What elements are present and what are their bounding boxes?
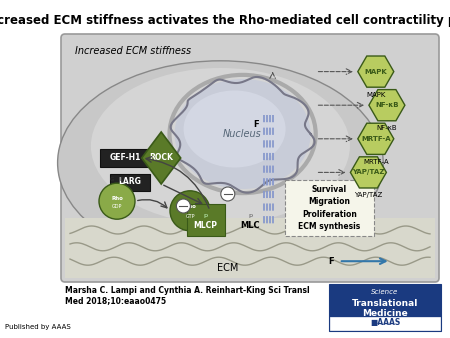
- Text: ECM: ECM: [217, 263, 239, 273]
- Text: G: G: [110, 177, 114, 182]
- Ellipse shape: [58, 61, 383, 265]
- Text: Fig. 2 Increased ECM stiffness activates the Rho-mediated cell contractility pat: Fig. 2 Increased ECM stiffness activates…: [0, 14, 450, 27]
- Text: YAP/TAZ: YAP/TAZ: [352, 169, 385, 175]
- Circle shape: [221, 187, 235, 201]
- Polygon shape: [351, 157, 387, 188]
- Text: MLC: MLC: [240, 221, 260, 230]
- Text: MLCP: MLCP: [194, 221, 218, 230]
- Text: ROCK: ROCK: [149, 153, 173, 163]
- Text: Medicine: Medicine: [362, 309, 408, 318]
- Text: F: F: [328, 257, 334, 266]
- FancyBboxPatch shape: [61, 34, 439, 282]
- Text: GTP: GTP: [185, 214, 195, 219]
- Text: p: p: [248, 213, 252, 218]
- Text: GEF-H1: GEF-H1: [109, 153, 141, 163]
- Text: YAP/TAZ: YAP/TAZ: [354, 192, 382, 198]
- Text: Science: Science: [371, 289, 399, 295]
- Text: LARG: LARG: [118, 177, 141, 187]
- Text: Published by AAAS: Published by AAAS: [5, 324, 71, 330]
- Text: GDP: GDP: [112, 204, 122, 209]
- Text: MAPK: MAPK: [364, 69, 387, 75]
- Text: NF-κB: NF-κB: [377, 125, 397, 131]
- Circle shape: [176, 199, 190, 213]
- Circle shape: [170, 191, 210, 231]
- Circle shape: [99, 183, 135, 219]
- Ellipse shape: [184, 91, 286, 168]
- Text: Marsha C. Lampi and Cynthia A. Reinhart-King Sci Transl: Marsha C. Lampi and Cynthia A. Reinhart-…: [65, 286, 310, 295]
- Text: MAPK: MAPK: [366, 92, 386, 98]
- Text: p: p: [203, 213, 207, 218]
- Text: MRTF-A: MRTF-A: [361, 136, 391, 142]
- Text: F: F: [254, 120, 259, 129]
- Text: MRTF-A: MRTF-A: [363, 159, 389, 165]
- FancyBboxPatch shape: [329, 284, 441, 331]
- Polygon shape: [369, 90, 405, 121]
- Polygon shape: [142, 132, 181, 184]
- FancyBboxPatch shape: [285, 180, 374, 236]
- Text: NF-κB: NF-κB: [375, 102, 399, 108]
- Text: Nucleus: Nucleus: [223, 129, 262, 139]
- Ellipse shape: [175, 79, 310, 189]
- Text: Increased ECM stiffness: Increased ECM stiffness: [75, 46, 191, 56]
- Text: Survival
Migration
Proliferation
ECM synthesis: Survival Migration Proliferation ECM syn…: [298, 185, 360, 231]
- FancyBboxPatch shape: [110, 173, 150, 191]
- Polygon shape: [358, 56, 394, 87]
- Text: Rho: Rho: [184, 204, 196, 209]
- Text: ■AAAS: ■AAAS: [370, 318, 400, 328]
- FancyBboxPatch shape: [187, 204, 225, 236]
- Text: Med 2018;10:eaao0475: Med 2018;10:eaao0475: [65, 296, 166, 305]
- FancyBboxPatch shape: [65, 218, 435, 278]
- FancyBboxPatch shape: [100, 149, 150, 167]
- Ellipse shape: [91, 68, 350, 224]
- Polygon shape: [358, 123, 394, 154]
- Text: Translational: Translational: [352, 299, 418, 308]
- Text: D: D: [120, 177, 124, 182]
- Text: Rho: Rho: [111, 196, 123, 201]
- FancyBboxPatch shape: [330, 317, 440, 330]
